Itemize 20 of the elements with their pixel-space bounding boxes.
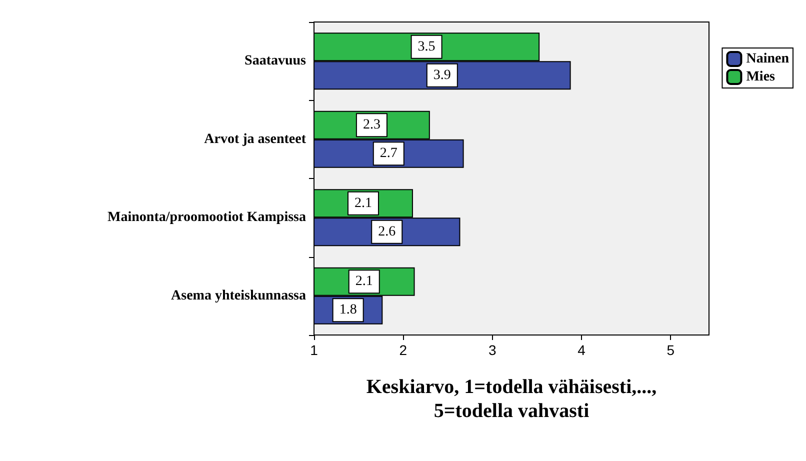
y-tick-label: Mainonta/proomootiot Kampissa bbox=[108, 210, 306, 226]
data-label: 2.1 bbox=[354, 196, 372, 211]
y-tick-label: Arvot ja asenteet bbox=[204, 132, 306, 147]
data-label: 2.3 bbox=[362, 118, 380, 133]
x-tick-label: 2 bbox=[399, 342, 408, 358]
y-tick-label: Asema yhteiskunnassa bbox=[171, 288, 306, 304]
data-label: 2.1 bbox=[355, 274, 373, 290]
data-label: 3.9 bbox=[433, 68, 451, 83]
data-label: 3.5 bbox=[418, 39, 436, 54]
x-tick-label: 3 bbox=[488, 342, 496, 358]
x-tick-label: 1 bbox=[310, 342, 318, 358]
data-label: 2.6 bbox=[378, 224, 396, 240]
x-axis-title: Keskiarvo, 1=todella vähäisesti,..., 5=todella vahvasti bbox=[366, 376, 657, 422]
y-tick-label: Saatavuus bbox=[244, 54, 307, 69]
x-tick-label: 5 bbox=[666, 342, 675, 358]
data-label: 2.7 bbox=[380, 146, 398, 162]
legend-label: Mies bbox=[746, 70, 776, 84]
x-tick-label: 4 bbox=[578, 342, 586, 358]
data-label: 1.8 bbox=[339, 302, 357, 318]
legend-label: Nainen bbox=[746, 52, 790, 66]
